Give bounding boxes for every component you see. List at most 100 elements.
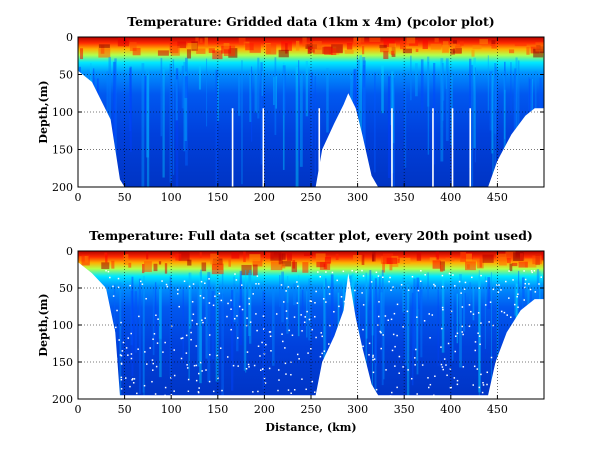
scatter-field-striation bbox=[459, 274, 462, 368]
scatter-gap-dot bbox=[113, 369, 116, 372]
scatter-field-streak bbox=[201, 262, 207, 272]
heatmap-field-striation bbox=[254, 71, 258, 113]
heatmap-field-streak bbox=[380, 48, 389, 53]
scatter-gap-dot bbox=[347, 279, 350, 281]
heatmap-field-streak bbox=[117, 37, 129, 47]
x-tick-label: 50 bbox=[118, 191, 132, 204]
scatter-gap-dot bbox=[340, 296, 343, 298]
scatter-gap-dot bbox=[288, 329, 290, 332]
scatter-gap-dot bbox=[285, 310, 288, 312]
scatter-field-striation bbox=[378, 276, 381, 326]
heatmap-field-striation bbox=[141, 63, 145, 187]
x-tick-label: 350 bbox=[394, 403, 415, 416]
scatter-field-striation bbox=[374, 289, 377, 399]
scatter-gap-dot bbox=[391, 391, 393, 394]
scatter-gap-dot bbox=[93, 359, 95, 361]
scatter-field-striation bbox=[539, 271, 541, 301]
scatter-gap-dot bbox=[468, 304, 471, 306]
scatter-gap-dot bbox=[287, 389, 290, 391]
scatter-gap-dot bbox=[322, 298, 325, 300]
scatter-field-streak bbox=[386, 257, 398, 264]
scatter-gap-dot bbox=[197, 391, 200, 393]
scatter-field-striation bbox=[154, 282, 157, 341]
scatter-gap-dot bbox=[337, 350, 340, 352]
scatter-gap-dot bbox=[256, 275, 259, 277]
scatter-gap-dot bbox=[531, 327, 534, 330]
scatter-gap-dot bbox=[131, 379, 133, 381]
scatter-gap-dot bbox=[519, 376, 522, 378]
scatter-gap-dot bbox=[456, 379, 459, 382]
scatter-gap-dot bbox=[480, 274, 482, 277]
scatter-gap-dot bbox=[84, 369, 87, 372]
scatter-field-streak bbox=[482, 254, 494, 263]
scatter-gap-dot bbox=[202, 321, 204, 324]
scatter-gap-dot bbox=[440, 346, 442, 348]
scatter-gap-dot bbox=[107, 270, 110, 273]
scatter-gap-dot bbox=[429, 383, 432, 386]
scatter-field-striation bbox=[515, 282, 518, 334]
scatter-gap-dot bbox=[127, 337, 130, 339]
scatter-field-streak bbox=[389, 262, 393, 271]
scatter-gap-dot bbox=[191, 319, 194, 322]
scatter-gap-dot bbox=[153, 333, 156, 335]
scatter-gap-dot bbox=[269, 335, 272, 337]
scatter-field-streak bbox=[505, 251, 516, 260]
heatmap-field-striation bbox=[350, 74, 353, 114]
scatter-gap-dot bbox=[384, 315, 387, 317]
scatter-field-streak bbox=[303, 252, 313, 257]
scatter-field-streak bbox=[324, 257, 332, 264]
scatter-field-streak bbox=[252, 258, 263, 267]
scatter-gap-dot bbox=[531, 301, 534, 304]
scatter-gap-dot bbox=[197, 372, 200, 375]
scatter-gap-dot bbox=[411, 275, 414, 278]
scatter-gap-dot bbox=[246, 317, 248, 319]
scatter-field-striation bbox=[293, 283, 296, 306]
scatter-gap-dot bbox=[195, 345, 198, 347]
scatter-gap-dot bbox=[156, 342, 159, 344]
scatter-gap-dot bbox=[284, 362, 287, 365]
scatter-gap-dot bbox=[321, 364, 324, 367]
scatter-gap-dot bbox=[390, 289, 392, 291]
heatmap-field-striation bbox=[249, 71, 252, 122]
scatter-gap-dot bbox=[505, 280, 507, 283]
scatter-field-striation bbox=[406, 284, 410, 399]
scatter-gap-dot bbox=[131, 378, 134, 380]
heatmap-field-streak bbox=[453, 40, 457, 44]
scatter-field-striation bbox=[365, 282, 368, 339]
heatmap-field-striation bbox=[241, 60, 243, 185]
heatmap-field-streak bbox=[312, 41, 322, 50]
heatmap-field-striation bbox=[504, 70, 506, 139]
scatter-gap-dot bbox=[396, 334, 398, 337]
heatmap-field-streak bbox=[199, 38, 203, 43]
heatmap-field-streak bbox=[346, 43, 353, 50]
heatmap-data-gap-line bbox=[469, 108, 472, 187]
scatter-gap-dot bbox=[442, 368, 444, 371]
heatmap-field-striation bbox=[184, 71, 187, 142]
scatter-gap-dot bbox=[521, 309, 524, 312]
scatter-field-striation bbox=[297, 275, 300, 337]
heatmap-field-striation bbox=[162, 69, 165, 178]
scatter-gap-dot bbox=[183, 280, 186, 282]
scatter-gap-dot bbox=[334, 388, 337, 390]
scatter-field-streak bbox=[111, 260, 115, 269]
scatter-gap-dot bbox=[428, 313, 430, 315]
heatmap-field-striation bbox=[181, 65, 185, 109]
scatter-gap-dot bbox=[524, 278, 527, 281]
scatter-gap-dot bbox=[227, 302, 229, 305]
heatmap-field-streak bbox=[331, 48, 337, 56]
scatter-field-striation bbox=[517, 270, 520, 310]
scatter-gap-dot bbox=[173, 349, 175, 351]
scatter-gap-dot bbox=[89, 348, 92, 350]
scatter-field-striation bbox=[381, 270, 384, 386]
heatmap-field-striation bbox=[184, 76, 188, 98]
heatmap-field-streak bbox=[157, 50, 169, 56]
scatter-gap-dot bbox=[490, 356, 493, 359]
scatter-field-striation bbox=[308, 278, 311, 341]
scatter-gap-dot bbox=[263, 328, 265, 330]
heatmap-field-streak bbox=[459, 41, 464, 46]
scatter-gap-dot bbox=[385, 369, 387, 371]
scatter-gap-dot bbox=[332, 394, 335, 396]
heatmap-field-striation bbox=[471, 65, 474, 187]
scatter-gap-dot bbox=[109, 390, 111, 392]
heatmap-field-streak bbox=[177, 41, 187, 49]
